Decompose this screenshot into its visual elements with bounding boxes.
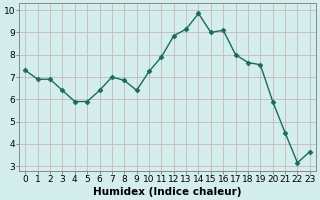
X-axis label: Humidex (Indice chaleur): Humidex (Indice chaleur) — [93, 187, 242, 197]
